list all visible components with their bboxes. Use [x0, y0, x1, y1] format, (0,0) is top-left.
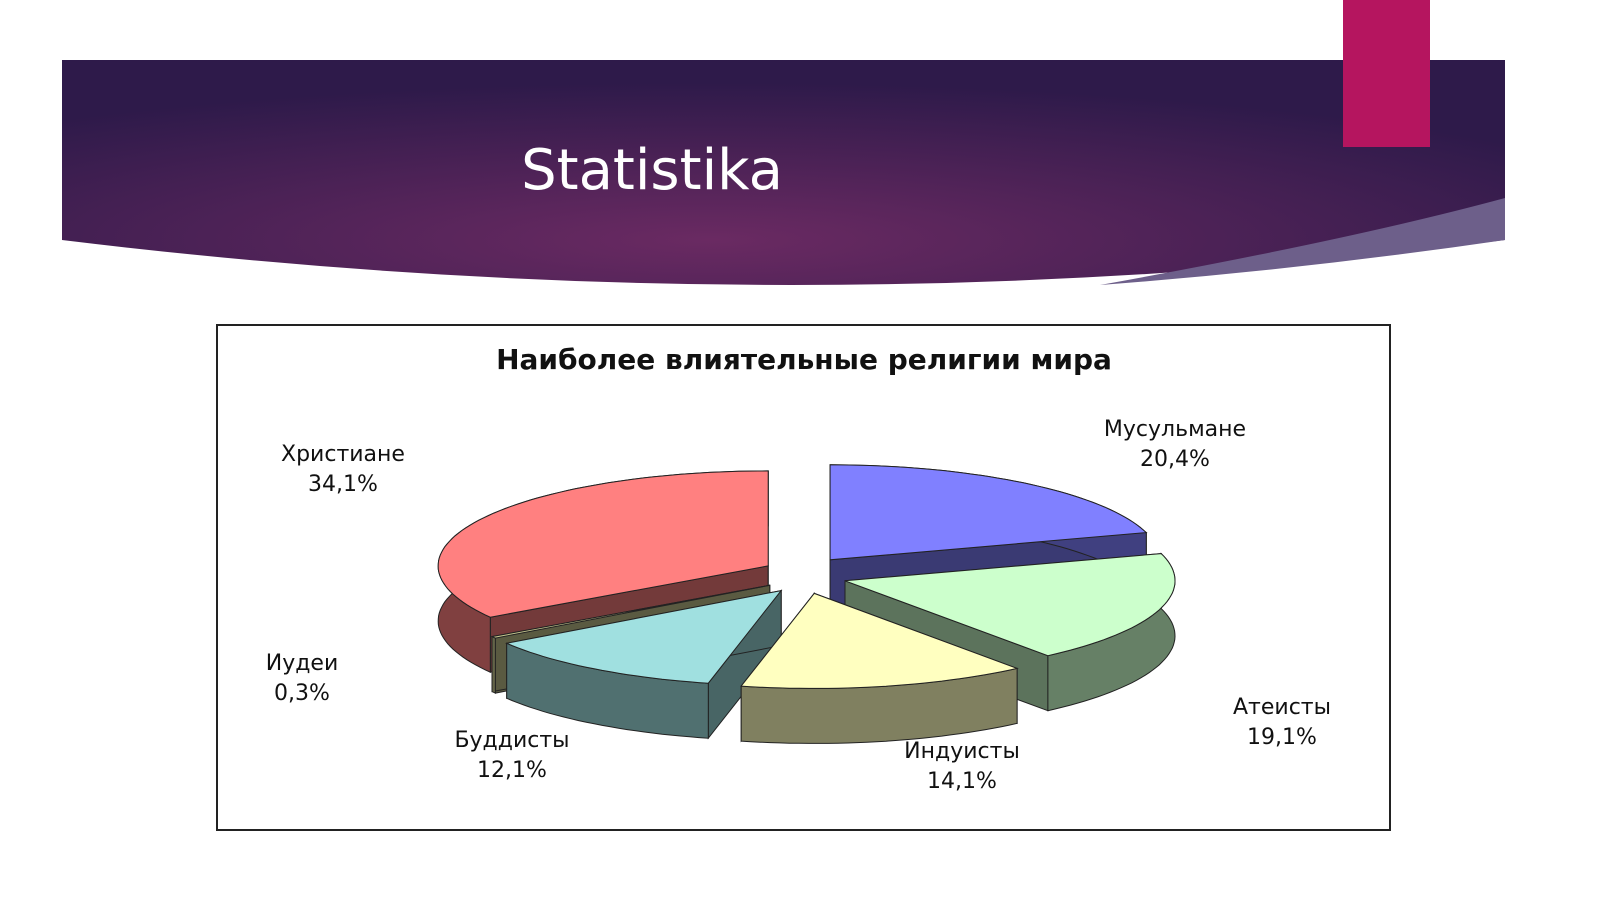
value-label: 20,4% [1140, 447, 1210, 472]
category-label: Иудеи [266, 651, 339, 676]
header-band [62, 60, 1505, 285]
slice [437, 470, 769, 618]
pink-tab [1343, 0, 1430, 147]
category-label: Буддисты [454, 728, 569, 753]
category-label: Христиане [281, 442, 405, 467]
category-label: Мусульмане [1104, 417, 1246, 442]
slice-side [491, 635, 496, 694]
value-label: 0,3% [274, 681, 330, 706]
slice [829, 464, 1148, 561]
slice [504, 589, 783, 684]
value-label: 19,1% [1247, 725, 1317, 750]
value-label: 34,1% [308, 472, 378, 497]
category-label: Атеисты [1233, 695, 1331, 720]
slice [490, 584, 770, 639]
chart-frame [216, 324, 1391, 831]
slice [844, 553, 1176, 657]
slide-title: Statistika [521, 138, 783, 203]
value-label: 14,1% [927, 769, 997, 794]
chart-title: Наиболее влиятельные религии мира [496, 343, 1112, 376]
header-accent [1100, 198, 1505, 285]
slice [740, 592, 1019, 689]
pie [437, 464, 1176, 744]
category-label: Индуисты [904, 739, 1020, 764]
labels: Мусульмане 20,4% Атеисты 19,1% Индуисты 14,1%… [266, 417, 1331, 794]
value-label: 12,1% [477, 758, 547, 783]
